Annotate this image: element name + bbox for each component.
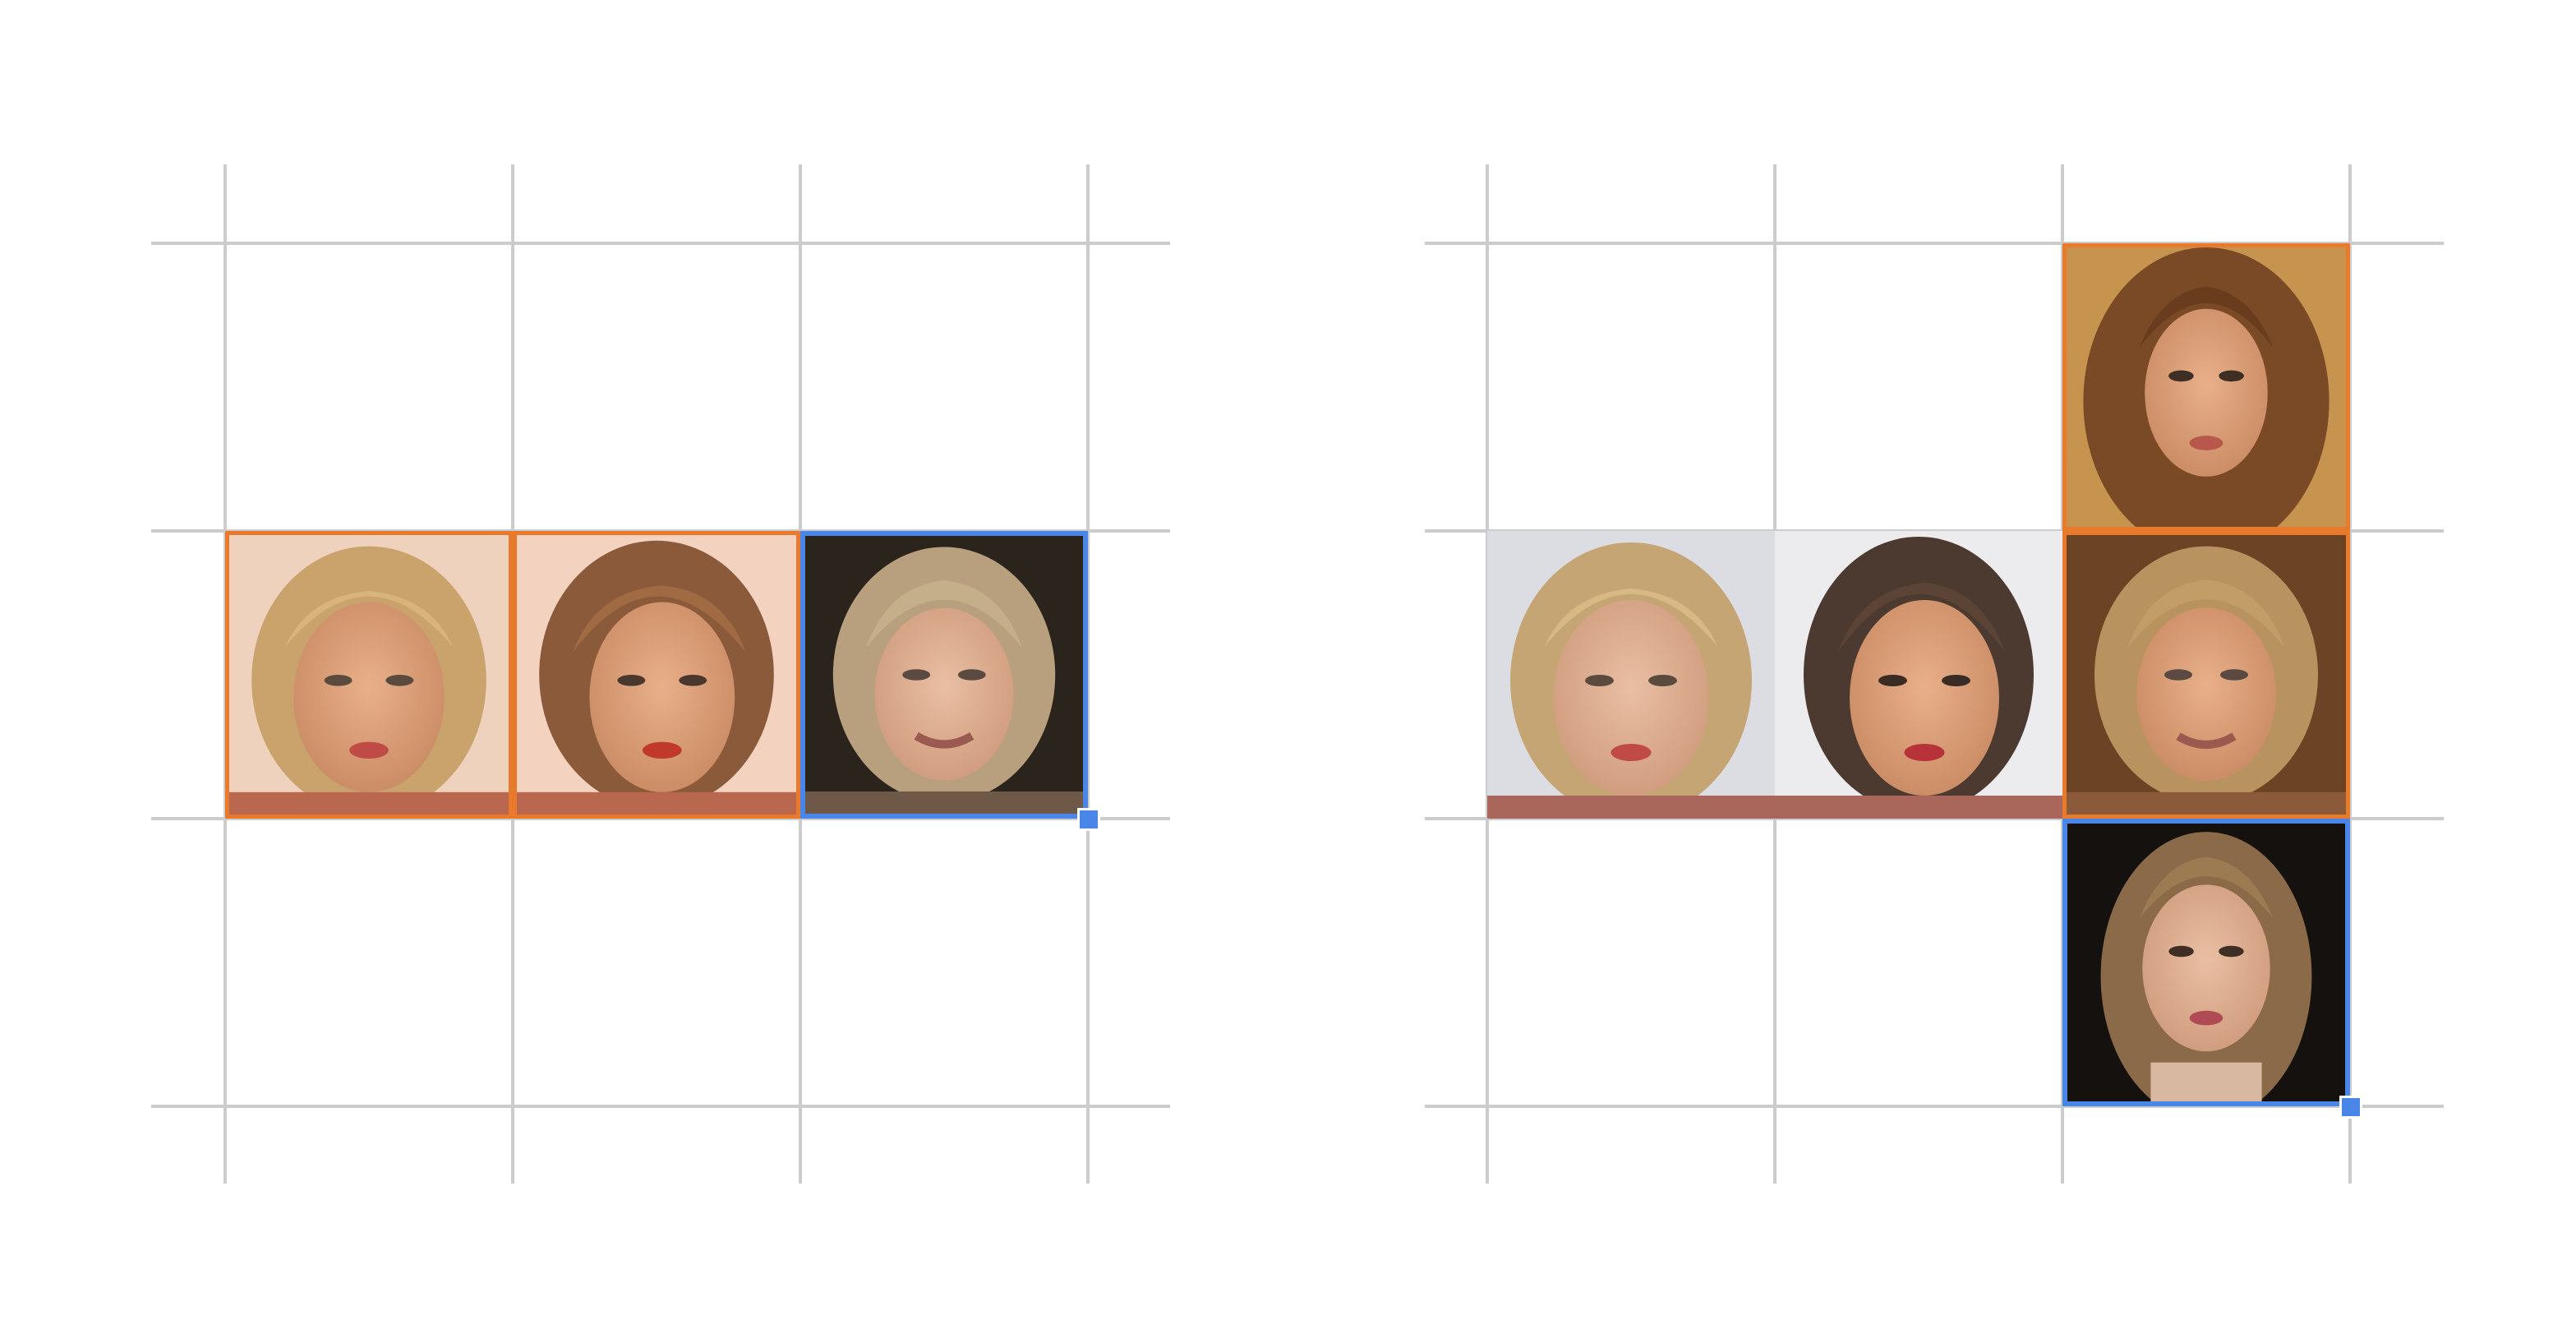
fill-handle[interactable] (1077, 808, 1100, 831)
face-image (1775, 531, 2062, 819)
face-image (517, 535, 796, 815)
face-cell-blonde-bob[interactable] (225, 531, 513, 819)
face-cell-older-blonde[interactable] (800, 531, 1088, 819)
fill-handle[interactable] (2339, 1096, 2362, 1119)
grid-line (151, 817, 1170, 820)
face-cell-blonde-bob[interactable] (1487, 531, 1775, 819)
face-image (2067, 824, 2345, 1101)
grid-line (1425, 242, 2444, 245)
face-cell-brunette-bob[interactable] (1775, 531, 2062, 819)
face-image (2067, 247, 2346, 527)
grid-line (1425, 529, 2444, 533)
face-image (2067, 535, 2346, 815)
face-cell-long-haired-brunette[interactable] (2062, 243, 2350, 531)
grid-line (2348, 164, 2352, 1184)
grid-line (151, 1105, 1170, 1108)
grid-line (1086, 164, 1090, 1184)
grid-line (1425, 817, 2444, 820)
face-image (229, 535, 509, 815)
grid-line (1425, 1105, 2444, 1108)
face-image (805, 536, 1083, 814)
face-image (1487, 531, 1775, 819)
face-cell-older-blonde[interactable] (2062, 531, 2350, 819)
grid-panel-right (1425, 164, 2444, 1184)
face-cell-brunette-bob[interactable] (513, 531, 800, 819)
grid-panel-left (151, 164, 1170, 1184)
face-cell-long-haired[interactable] (2062, 819, 2350, 1106)
grid-line (151, 242, 1170, 245)
